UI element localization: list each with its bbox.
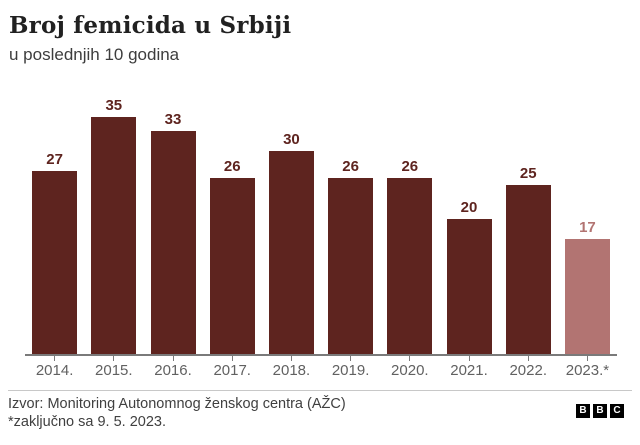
x-axis-tick-label: 2023.* [565, 362, 610, 379]
bar-slot: 26 [203, 95, 262, 354]
bar-slot: 26 [380, 95, 439, 354]
axis-tick [350, 356, 352, 361]
source-text: Izvor: Monitoring Autonomnog ženskog cen… [8, 396, 346, 412]
source-block: Izvor: Monitoring Autonomnog ženskog cen… [8, 395, 346, 431]
axis-tick [113, 356, 115, 361]
bbc-logo-block: B [593, 404, 607, 418]
x-axis-line [25, 354, 617, 356]
x-axis-tick-label: 2022. [509, 362, 547, 379]
bar-slot: 35 [84, 95, 143, 354]
x-axis-label-slot: 2018. [262, 356, 321, 379]
x-axis-tick-label: 2016. [154, 362, 192, 379]
bars-area: 27 35 33 26 30 26 26 20 25 17 [25, 95, 617, 354]
bar-slot: 27 [25, 95, 84, 354]
x-axis-tick-label: 2018. [272, 362, 311, 379]
bar [150, 131, 196, 354]
x-axis-label-slot: 2019. [321, 356, 380, 379]
chart-subtitle: u poslednjih 10 godina [9, 45, 180, 64]
x-axis-tick-label: 2021. [450, 362, 488, 379]
bar-slot: 26 [321, 95, 380, 354]
bar-value-label: 27 [46, 151, 63, 168]
x-axis-tick-label: 2017. [213, 362, 251, 379]
x-axis-label-slot: 2020. [380, 356, 439, 379]
x-axis-tick-label: 2020. [391, 362, 429, 379]
bar [564, 239, 610, 354]
x-axis-tick-label: 2019. [331, 362, 370, 379]
x-axis-label-slot: 2023.* [558, 356, 617, 379]
bar-value-label: 35 [105, 97, 123, 114]
x-axis-labels: 2014. 2015. 2016. 2017. 2018. 2019. 2020. 2021.… [25, 356, 617, 379]
x-axis-label-slot: 2016. [143, 356, 202, 379]
bar-slot: 17 [558, 95, 617, 354]
axis-tick [54, 356, 56, 361]
bar [32, 171, 78, 354]
footnote-text: *zaključno sa 9. 5. 2023. [8, 414, 166, 430]
footer: Izvor: Monitoring Autonomnog ženskog cen… [8, 395, 624, 431]
bar-slot: 25 [499, 95, 558, 354]
bar-slot: 33 [143, 95, 202, 354]
x-axis-label-slot: 2015. [84, 356, 143, 379]
bar [91, 117, 137, 354]
bar [268, 151, 314, 354]
bar [505, 185, 551, 354]
x-axis-label-slot: 2017. [203, 356, 262, 379]
axis-tick [172, 356, 174, 361]
bar-value-label: 33 [164, 111, 182, 128]
bar-value-label: 26 [401, 158, 419, 175]
bar [328, 178, 374, 354]
bar-value-label: 17 [579, 219, 596, 236]
bar-value-label: 30 [283, 131, 300, 148]
bar-slot: 30 [262, 95, 321, 354]
x-axis-label-slot: 2014. [25, 356, 84, 379]
bbc-logo-block: B [576, 404, 590, 418]
bar-value-label: 26 [223, 158, 241, 175]
bar [387, 178, 433, 354]
axis-tick [409, 356, 411, 361]
axis-tick [468, 356, 470, 361]
axis-tick [231, 356, 233, 361]
chart-title: Broj femicida u Srbiji [9, 12, 292, 39]
axis-tick [586, 356, 588, 361]
x-axis-label-slot: 2021. [439, 356, 498, 379]
bar-value-label: 20 [460, 199, 478, 216]
bbc-logo-block: C [610, 404, 624, 418]
bar-slot: 20 [439, 95, 498, 354]
plot-area: 27 35 33 26 30 26 26 20 25 17 [25, 95, 617, 356]
footer-divider [8, 390, 632, 391]
bar [446, 219, 492, 354]
x-axis-label-slot: 2022. [499, 356, 558, 379]
bar [209, 178, 255, 354]
bar-value-label: 26 [342, 158, 359, 175]
x-axis-tick-label: 2015. [95, 362, 133, 379]
bar-value-label: 25 [519, 165, 537, 182]
x-axis-tick-label: 2014. [35, 362, 74, 379]
axis-tick [290, 356, 292, 361]
axis-tick [527, 356, 529, 361]
